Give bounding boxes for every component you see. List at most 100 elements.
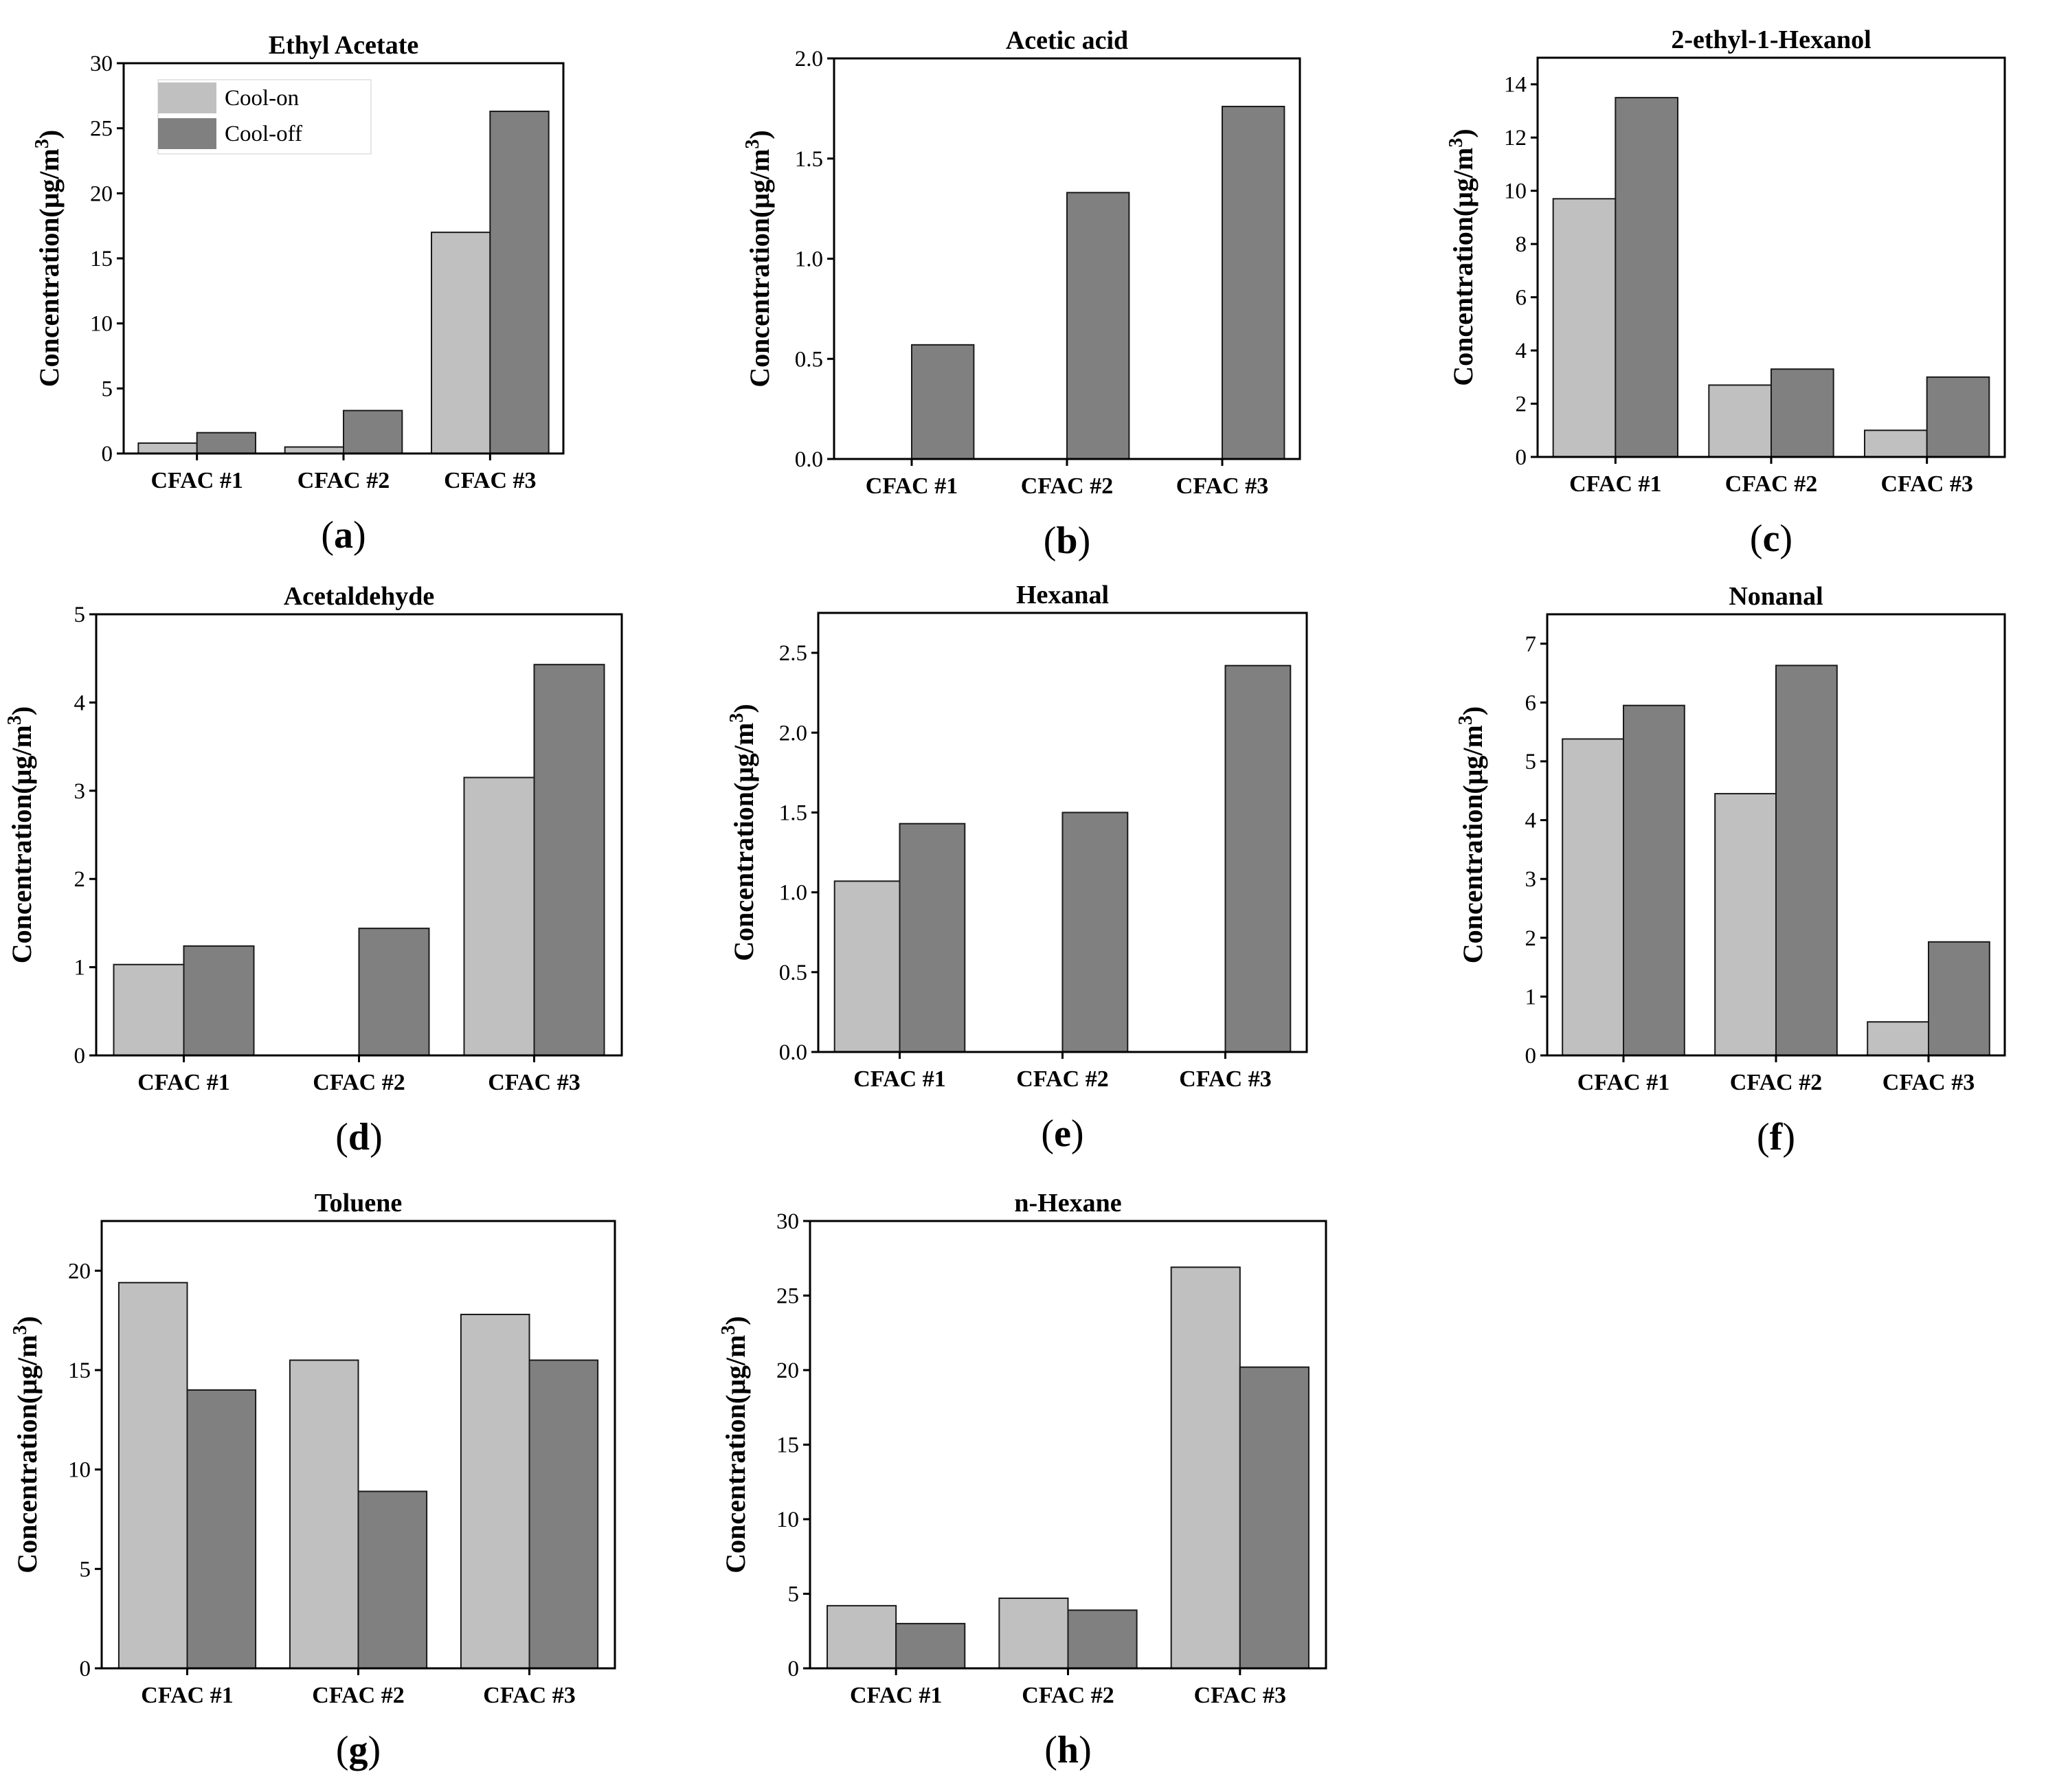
plot-frame bbox=[95, 613, 623, 1057]
panel-letter: (c) bbox=[1750, 517, 1792, 560]
y-tick-label: 0.5 bbox=[795, 347, 823, 372]
bar-cool-off-2 bbox=[1067, 1609, 1138, 1670]
bar-cool-off-2 bbox=[343, 410, 403, 455]
chart-panel-1: CFAC #1 CFAC #2 CFAC #3 0 5 10 15 20 25 30 Ethyl A… bbox=[32, 31, 565, 557]
y-tick-label: 8 bbox=[1516, 232, 1527, 257]
y-tick-label: 2.0 bbox=[795, 47, 823, 71]
legend-swatch-cool-off bbox=[158, 118, 216, 149]
bar-cool-off-2 bbox=[1770, 368, 1834, 458]
x-tick-label: CFAC #3 bbox=[1882, 1070, 1975, 1095]
x-tick-label: CFAC #2 bbox=[1725, 471, 1817, 497]
x-tick-label: CFAC #3 bbox=[483, 1683, 575, 1708]
y-tick-label: 12 bbox=[1504, 126, 1527, 150]
x-tick-label: CFAC #2 bbox=[313, 1070, 405, 1095]
chart-panel-4: CFAC #1 CFAC #2 CFAC #3 0 1 2 3 4 5 Acetaldehyde C… bbox=[4, 582, 623, 1158]
y-tick-label: 5 bbox=[102, 377, 113, 401]
chart-title: Toluene bbox=[315, 1189, 402, 1218]
y-tick-label: 10 bbox=[1504, 179, 1527, 204]
y-tick-label: 15 bbox=[90, 247, 113, 271]
y-tick-label: 1.0 bbox=[779, 881, 807, 906]
panel-letter: (h) bbox=[1044, 1729, 1091, 1771]
y-tick-label: 1.0 bbox=[795, 247, 823, 272]
y-tick-label: 15 bbox=[776, 1433, 799, 1458]
x-tick-label: CFAC #3 bbox=[1194, 1683, 1286, 1708]
legend-swatch-cool-on bbox=[158, 82, 216, 113]
x-tick-label: CFAC #2 bbox=[297, 468, 390, 493]
panel-letter: (b) bbox=[1044, 519, 1090, 562]
legend-label-cool-off: Cool-off bbox=[225, 122, 302, 146]
bar-cool-on-2 bbox=[998, 1598, 1069, 1670]
bar-cool-off-2 bbox=[1775, 664, 1838, 1056]
y-tick-label: 2 bbox=[1516, 392, 1527, 417]
y-axis-label: Concentration(μg/m3) bbox=[742, 130, 776, 387]
y-tick-label: 25 bbox=[90, 117, 113, 142]
bar-cool-off-3 bbox=[528, 1359, 599, 1669]
x-tick-label: CFAC #3 bbox=[1179, 1066, 1271, 1092]
chart-panel-2: CFAC #1 CFAC #2 CFAC #3 0.0 0.5 1.0 1.5 2.0 Acet… bbox=[742, 26, 1301, 562]
y-tick-label: 0 bbox=[1516, 445, 1527, 470]
bar-cool-off-2 bbox=[357, 1490, 428, 1670]
bar-cool-off-1 bbox=[895, 1622, 966, 1669]
bar-cool-on-2 bbox=[289, 1359, 359, 1669]
x-tick-label: CFAC #2 bbox=[312, 1683, 404, 1708]
bar-cool-off-1 bbox=[186, 1389, 257, 1670]
y-tick-label: 10 bbox=[90, 312, 113, 337]
bar-cool-on-3 bbox=[460, 1313, 530, 1669]
y-tick-label: 6 bbox=[1525, 691, 1537, 715]
y-axis-label: Concentration(μg/m3) bbox=[1446, 128, 1479, 385]
bar-cool-on-1 bbox=[827, 1604, 897, 1670]
y-tick-label: 4 bbox=[1525, 809, 1537, 833]
y-tick-label: 25 bbox=[776, 1284, 799, 1309]
y-tick-label: 0 bbox=[80, 1657, 91, 1681]
bar-cool-off-2 bbox=[1061, 811, 1129, 1053]
y-tick-label: 20 bbox=[68, 1259, 91, 1284]
y-tick-label: 4 bbox=[74, 691, 86, 715]
y-axis-label: Concentration(μg/m3) bbox=[726, 704, 760, 961]
y-tick-label: 0 bbox=[1525, 1044, 1537, 1068]
bar-cool-on-2 bbox=[1714, 793, 1777, 1056]
bar-cool-off-3 bbox=[1239, 1366, 1309, 1670]
plot-frame bbox=[1536, 56, 2006, 458]
chart-panel-5: CFAC #1 CFAC #2 CFAC #3 0.0 0.5 1.0 1.5 2.0 2.5 H… bbox=[726, 581, 1308, 1155]
y-tick-label: 20 bbox=[776, 1358, 799, 1383]
y-tick-label: 10 bbox=[776, 1508, 799, 1532]
bar-cool-on-1 bbox=[1552, 198, 1617, 458]
y-tick-label: 2 bbox=[74, 867, 86, 892]
y-axis-label: Concentration(μg/m3) bbox=[32, 130, 65, 387]
y-tick-label: 3 bbox=[1525, 867, 1537, 892]
bar-cool-off-1 bbox=[911, 344, 975, 460]
y-axis-label: Concentration(μg/m3) bbox=[10, 1316, 43, 1573]
y-tick-label: 0.5 bbox=[779, 961, 807, 985]
bar-cool-on-3 bbox=[1864, 429, 1928, 458]
chart-panel-6: CFAC #1 CFAC #2 CFAC #3 0 1 2 3 4 5 6 7 Nonanal Conc… bbox=[1455, 582, 2006, 1158]
x-tick-label: CFAC #3 bbox=[1176, 473, 1268, 499]
panel-letter: (e) bbox=[1041, 1112, 1083, 1155]
plot-frame bbox=[100, 1220, 616, 1670]
chart-title: Ethyl Acetate bbox=[269, 31, 418, 60]
x-tick-label: CFAC #2 bbox=[1730, 1070, 1822, 1095]
bar-cool-off-3 bbox=[1928, 941, 1990, 1056]
chart-title: n-Hexane bbox=[1014, 1189, 1121, 1218]
panel-letter: (d) bbox=[335, 1116, 382, 1158]
bar-cool-on-3 bbox=[431, 232, 491, 454]
bar-cool-off-1 bbox=[183, 945, 255, 1057]
bar-cool-on-1 bbox=[1562, 738, 1624, 1057]
bar-cool-off-3 bbox=[489, 111, 550, 454]
bar-cool-off-1 bbox=[899, 822, 966, 1053]
chart-panel-3: CFAC #1 CFAC #2 CFAC #3 0 2 4 6 8 10 12 14 2-ethyl-… bbox=[1446, 25, 2006, 560]
x-tick-label: CFAC #1 bbox=[866, 473, 958, 499]
y-tick-label: 2 bbox=[1525, 926, 1537, 951]
x-tick-label: CFAC #2 bbox=[1021, 473, 1113, 499]
chart-title: Hexanal bbox=[1016, 581, 1109, 609]
bar-cool-off-3 bbox=[533, 664, 605, 1056]
y-tick-label: 0 bbox=[788, 1657, 800, 1681]
chart-panel-7: CFAC #1 CFAC #2 CFAC #3 0 5 10 15 20 Toluene Conc… bbox=[10, 1189, 616, 1771]
y-tick-label: 30 bbox=[776, 1209, 799, 1234]
bar-cool-off-1 bbox=[196, 432, 256, 454]
legend: Cool-on Cool-off bbox=[157, 79, 372, 155]
bar-cool-on-1 bbox=[833, 880, 901, 1053]
x-tick-label: CFAC #3 bbox=[1880, 471, 1972, 497]
x-tick-label: CFAC #1 bbox=[1577, 1070, 1670, 1095]
y-tick-label: 0.0 bbox=[795, 447, 823, 472]
